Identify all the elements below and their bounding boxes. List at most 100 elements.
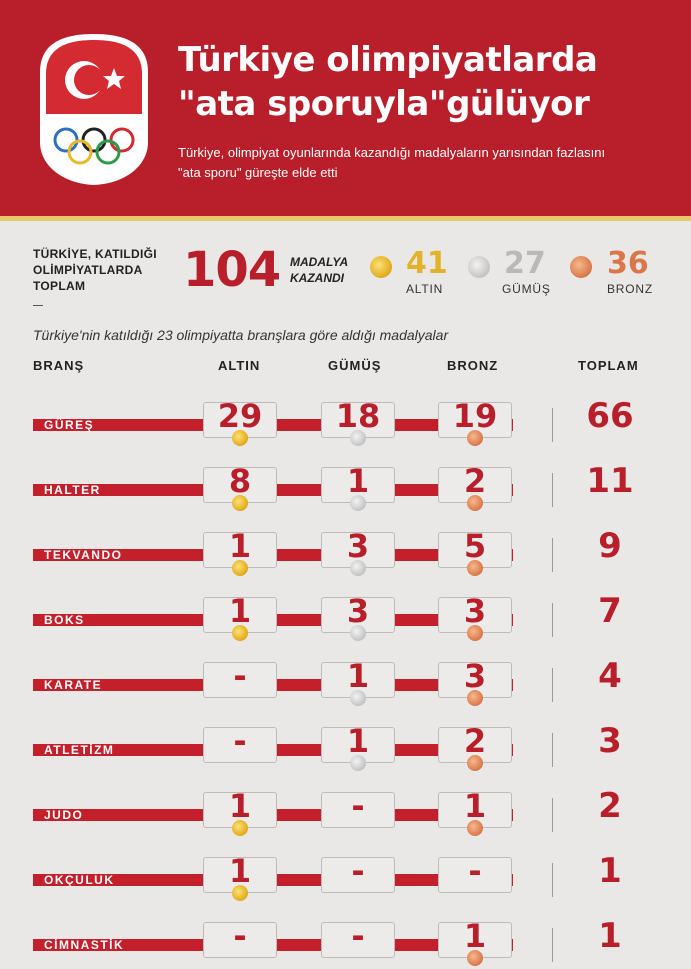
- total-separator: [552, 408, 553, 442]
- column-header-branch: BRANŞ: [33, 358, 85, 373]
- summary-divider: [33, 305, 43, 306]
- row-total: 11: [586, 461, 634, 501]
- row-total: 2: [598, 786, 622, 826]
- bronze-medal-icon: [467, 430, 483, 446]
- column-header-total: TOPLAM: [578, 358, 639, 373]
- branch-label: GÜREŞ: [44, 418, 95, 432]
- silver-count: -: [351, 917, 365, 955]
- total-separator: [552, 798, 553, 832]
- branch-label: OKÇULUK: [44, 873, 115, 887]
- summary-total: 104: [183, 242, 281, 298]
- summary-label-line-3: TOPLAM: [33, 279, 86, 293]
- bronze-medal-icon: [467, 690, 483, 706]
- branch-label: HALTER: [44, 483, 101, 497]
- branch-label: TEKVANDO: [44, 548, 123, 562]
- gold-count: -: [233, 722, 247, 760]
- gold-count: 1: [228, 592, 252, 630]
- silver-medal-icon: [350, 560, 366, 576]
- summary-label-line-1: TÜRKİYE, KATILDIĞI: [33, 247, 157, 261]
- summary-silver-label: GÜMÜŞ: [502, 282, 551, 296]
- subtitle-line-2: "ata sporu" güreşte elde etti: [178, 165, 338, 180]
- gold-count: 1: [228, 787, 252, 825]
- table-row: TEKVANDO 1 3 5 9: [0, 526, 691, 592]
- summary-label: TÜRKİYE, KATILDIĞI OLİMPİYATLARDA TOPLAM: [33, 246, 173, 294]
- gold-medal-icon: [232, 430, 248, 446]
- branch-label: CİMNASTİK: [44, 938, 125, 952]
- subtitle-line-1: Türkiye, olimpiyat oyunlarında kazandığı…: [178, 145, 606, 160]
- total-separator: [552, 863, 553, 897]
- bronze-medal-icon: [570, 256, 592, 278]
- silver-count: 1: [346, 657, 370, 695]
- table-row: KARATE - 1 3 4: [0, 656, 691, 722]
- table-row: BOKS 1 3 3 7: [0, 591, 691, 657]
- title-line-1: Türkiye olimpiyatlarda: [178, 40, 598, 80]
- row-total: 4: [598, 656, 622, 696]
- gold-count: -: [233, 917, 247, 955]
- bronze-cell: [438, 922, 512, 958]
- bronze-count: -: [468, 852, 482, 890]
- gold-count: 1: [228, 527, 252, 565]
- silver-count: 3: [346, 527, 370, 565]
- table-row: GÜREŞ 29 18 19 66: [0, 396, 691, 462]
- summary-gold-label: ALTIN: [406, 282, 444, 296]
- total-separator: [552, 928, 553, 962]
- column-header-bronze: BRONZ: [447, 358, 499, 373]
- row-total: 9: [598, 526, 622, 566]
- row-total: 1: [598, 851, 622, 891]
- summary-medal-word: MADALYA KAZANDI: [290, 254, 360, 286]
- gold-medal-icon: [232, 820, 248, 836]
- bronze-count: 2: [463, 722, 487, 760]
- bronze-count: 19: [452, 397, 498, 435]
- gold-medal-icon: [232, 560, 248, 576]
- summary-gold-count: 41: [406, 246, 448, 281]
- silver-cell: [321, 857, 395, 893]
- gold-medal-icon: [232, 885, 248, 901]
- silver-medal-icon: [350, 690, 366, 706]
- bronze-medal-icon: [467, 560, 483, 576]
- total-separator: [552, 473, 553, 507]
- header-gold-stripe: [0, 216, 691, 221]
- medal-word-line-1: MADALYA: [290, 255, 349, 269]
- medal-word-line-2: KAZANDI: [290, 271, 344, 285]
- silver-count: 1: [346, 722, 370, 760]
- total-separator: [552, 668, 553, 702]
- silver-medal-icon: [350, 430, 366, 446]
- gold-count: 1: [228, 852, 252, 890]
- total-separator: [552, 733, 553, 767]
- total-separator: [552, 603, 553, 637]
- row-total: 1: [598, 916, 622, 956]
- table-row: HALTER 8 1 2 11: [0, 461, 691, 527]
- silver-medal-icon: [468, 256, 490, 278]
- header-banner: Türkiye olimpiyatlarda "ata sporuyla"gül…: [0, 0, 691, 216]
- table-row: ATLETİZM - 1 2 3: [0, 721, 691, 787]
- page-title: Türkiye olimpiyatlarda "ata sporuyla"gül…: [178, 38, 678, 126]
- silver-cell: [321, 922, 395, 958]
- bronze-cell: [438, 857, 512, 893]
- summary-bronze-count: 36: [607, 246, 649, 281]
- gold-count: 29: [217, 397, 263, 435]
- summary-silver-count: 27: [504, 246, 546, 281]
- bronze-count: 3: [463, 657, 487, 695]
- branch-label: KARATE: [44, 678, 103, 692]
- summary-bronze-label: BRONZ: [607, 282, 653, 296]
- summary-label-line-2: OLİMPİYATLARDA: [33, 263, 143, 277]
- gold-cell: [203, 727, 277, 763]
- table-row: CİMNASTİK - - 1 1: [0, 916, 691, 969]
- bronze-medal-icon: [467, 755, 483, 771]
- gold-count: 8: [228, 462, 252, 500]
- row-total: 7: [598, 591, 622, 631]
- total-separator: [552, 538, 553, 572]
- page-subtitle: Türkiye, olimpiyat oyunlarında kazandığı…: [178, 143, 658, 183]
- silver-medal-icon: [350, 495, 366, 511]
- branch-label: ATLETİZM: [44, 743, 115, 757]
- silver-cell: [321, 792, 395, 828]
- row-total: 66: [586, 396, 634, 436]
- gold-medal-icon: [370, 256, 392, 278]
- table-row: OKÇULUK 1 - - 1: [0, 851, 691, 917]
- bronze-cell: [438, 727, 512, 763]
- bronze-medal-icon: [467, 820, 483, 836]
- column-header-silver: GÜMÜŞ: [328, 358, 382, 373]
- branch-label: BOKS: [44, 613, 85, 627]
- silver-count: 1: [346, 462, 370, 500]
- silver-medal-icon: [350, 755, 366, 771]
